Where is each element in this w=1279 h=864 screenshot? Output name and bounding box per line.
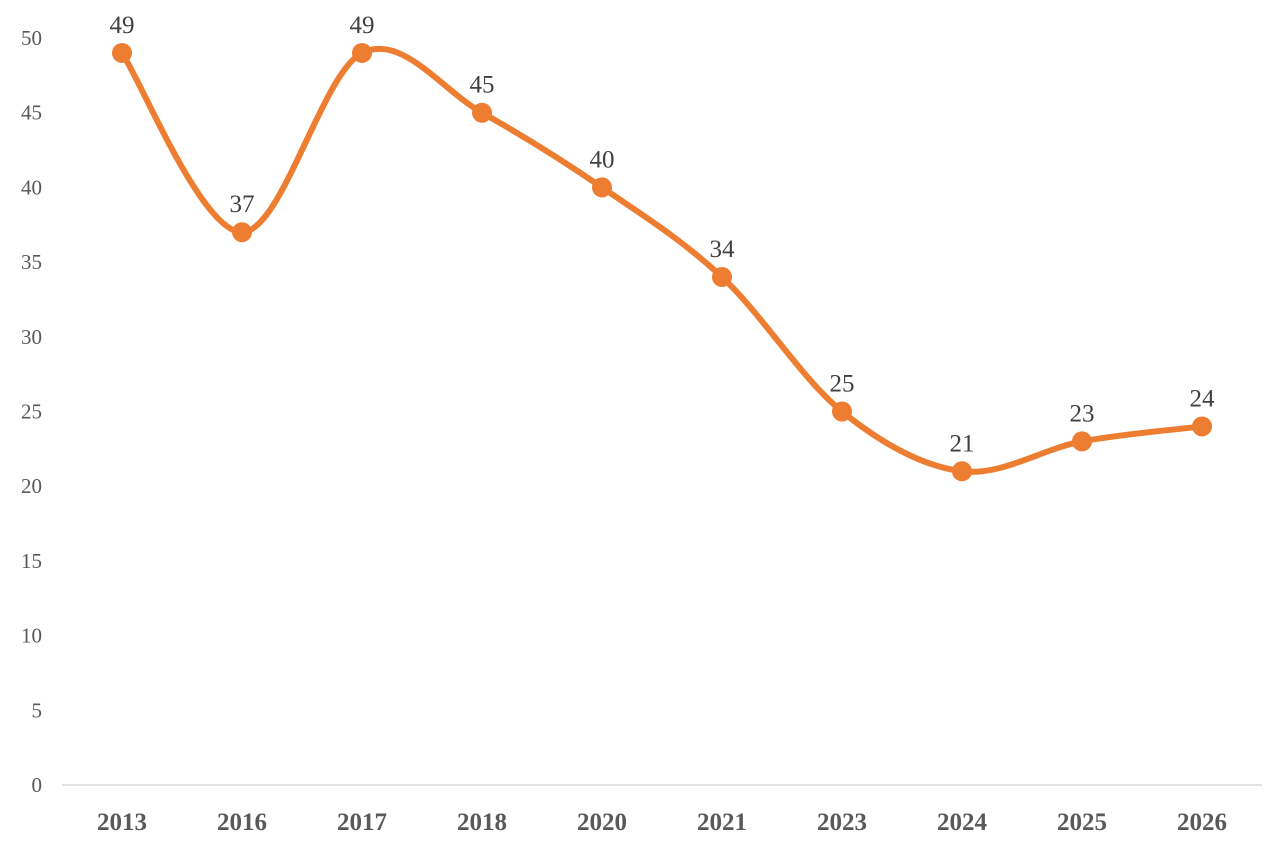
y-tick-label: 20 <box>21 474 42 498</box>
y-tick-label: 35 <box>21 250 42 274</box>
x-tick-label: 2024 <box>937 809 988 836</box>
data-point-marker <box>352 42 372 63</box>
data-point-marker <box>952 461 972 482</box>
data-point-marker <box>1072 431 1092 452</box>
y-tick-label: 10 <box>21 624 42 648</box>
data-point-marker <box>592 177 612 198</box>
y-tick-label: 5 <box>32 698 43 722</box>
y-tick-label: 25 <box>21 400 42 424</box>
data-label: 21 <box>950 430 975 457</box>
y-tick-label: 0 <box>32 773 43 797</box>
x-tick-label: 2023 <box>817 809 867 836</box>
data-point-marker <box>112 42 132 63</box>
x-tick-label: 2013 <box>97 809 147 836</box>
data-label: 34 <box>710 236 736 263</box>
data-label: 45 <box>470 72 495 99</box>
y-tick-label: 30 <box>21 325 42 349</box>
data-label: 23 <box>1070 400 1095 427</box>
data-point-marker <box>472 102 492 123</box>
y-tick-label: 40 <box>21 175 42 199</box>
series-line <box>119 45 1205 475</box>
y-tick-label: 15 <box>21 549 42 573</box>
data-label: 40 <box>590 146 615 173</box>
x-tick-label: 2016 <box>217 809 267 836</box>
data-label: 24 <box>1190 385 1216 412</box>
y-tick-label: 50 <box>21 26 42 50</box>
data-label: 49 <box>110 12 135 39</box>
x-tick-label: 2018 <box>457 809 507 836</box>
x-tick-label: 2026 <box>1177 809 1227 836</box>
data-point-marker <box>232 222 252 243</box>
x-tick-label: 2017 <box>337 809 387 836</box>
x-tick-label: 2020 <box>577 809 627 836</box>
y-tick-label: 45 <box>21 101 42 125</box>
data-point-marker <box>712 267 732 288</box>
data-label: 37 <box>230 191 255 218</box>
data-label: 25 <box>830 371 855 398</box>
data-point-marker <box>1192 416 1212 437</box>
x-tick-label: 2025 <box>1057 809 1107 836</box>
data-label: 49 <box>350 12 375 39</box>
x-tick-label: 2021 <box>697 809 747 836</box>
data-point-marker <box>832 401 852 422</box>
